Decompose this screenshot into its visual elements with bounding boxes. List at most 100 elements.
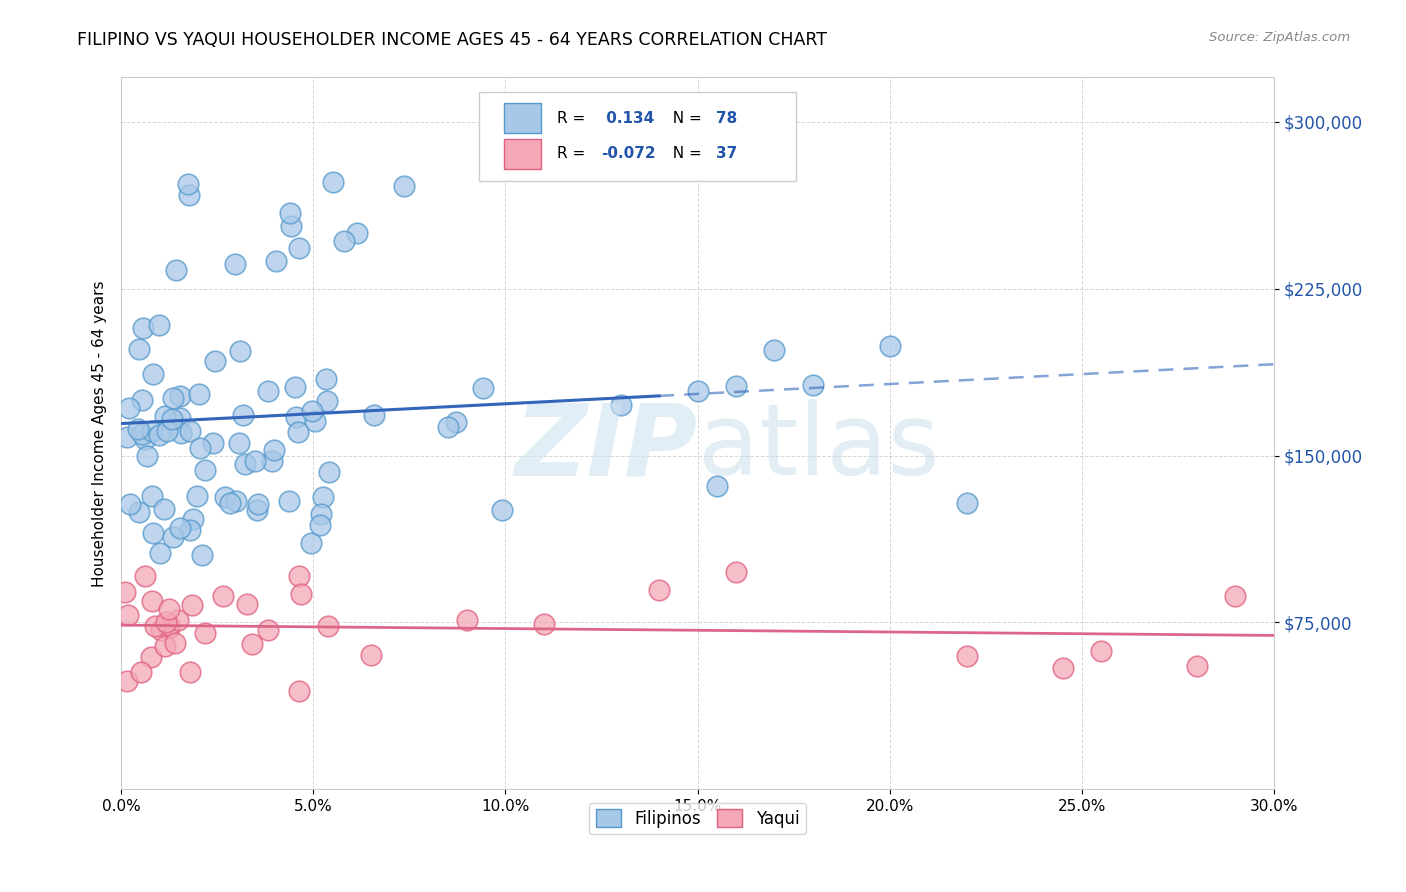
Point: [204, 354, 226, 368]
Point: [179, 424, 201, 438]
Text: R =: R =: [557, 111, 591, 126]
Point: [177, 177, 200, 191]
Point: [155, 615, 177, 629]
Point: [288, 240, 311, 254]
Point: [609, 398, 631, 412]
Point: [263, 442, 285, 457]
Point: [955, 649, 977, 664]
Point: [284, 409, 307, 424]
Point: [763, 343, 786, 357]
Text: Source: ZipAtlas.com: Source: ZipAtlas.com: [1209, 31, 1350, 45]
Text: 37: 37: [716, 146, 737, 161]
Point: [170, 425, 193, 440]
Point: [114, 584, 136, 599]
Point: [165, 262, 187, 277]
Point: [141, 489, 163, 503]
Point: [471, 381, 494, 395]
Point: [225, 493, 247, 508]
Point: [131, 427, 153, 442]
Point: [232, 408, 254, 422]
Point: [156, 424, 179, 438]
Point: [136, 449, 159, 463]
Point: [444, 415, 467, 429]
Point: [219, 496, 242, 510]
Point: [120, 497, 142, 511]
Point: [115, 674, 138, 689]
Point: [280, 219, 302, 234]
Point: [456, 613, 478, 627]
Point: [162, 411, 184, 425]
Point: [150, 623, 173, 637]
Point: [179, 665, 201, 680]
Point: [115, 430, 138, 444]
FancyBboxPatch shape: [503, 138, 541, 169]
Point: [201, 436, 224, 450]
Point: [392, 178, 415, 193]
Point: [142, 525, 165, 540]
Point: [118, 401, 141, 416]
Point: [163, 636, 186, 650]
Point: [1090, 643, 1112, 657]
Point: [346, 226, 368, 240]
Point: [533, 617, 555, 632]
Point: [235, 457, 257, 471]
Point: [129, 665, 152, 680]
Point: [228, 435, 250, 450]
Point: [145, 619, 167, 633]
Point: [141, 649, 163, 664]
Point: [162, 530, 184, 544]
Point: [128, 342, 150, 356]
Point: [955, 496, 977, 510]
Point: [188, 387, 211, 401]
Point: [1225, 589, 1247, 603]
Point: [290, 587, 312, 601]
Text: N =: N =: [664, 146, 707, 161]
Point: [149, 546, 172, 560]
Point: [179, 524, 201, 538]
Text: -0.072: -0.072: [600, 146, 655, 161]
Text: 78: 78: [716, 111, 737, 126]
Text: 0.134: 0.134: [600, 111, 654, 126]
Point: [127, 421, 149, 435]
Point: [437, 419, 460, 434]
Point: [260, 454, 283, 468]
Point: [246, 497, 269, 511]
Point: [245, 453, 267, 467]
Point: [212, 589, 235, 603]
Point: [686, 384, 709, 398]
Point: [315, 372, 337, 386]
Point: [134, 569, 156, 583]
Point: [288, 683, 311, 698]
Point: [194, 625, 217, 640]
Point: [257, 624, 280, 638]
Point: [159, 621, 181, 635]
Point: [246, 503, 269, 517]
Point: [312, 490, 335, 504]
Point: [153, 502, 176, 516]
Point: [148, 428, 170, 442]
Point: [1052, 661, 1074, 675]
Point: [153, 409, 176, 423]
Point: [134, 432, 156, 446]
Point: [155, 639, 177, 653]
Point: [278, 494, 301, 508]
Point: [879, 339, 901, 353]
Point: [142, 367, 165, 381]
Point: [363, 408, 385, 422]
Point: [316, 618, 339, 632]
Legend: Filipinos, Yaqui: Filipinos, Yaqui: [589, 803, 806, 834]
Point: [194, 462, 217, 476]
Point: [235, 597, 257, 611]
Point: [724, 565, 747, 579]
Point: [724, 379, 747, 393]
Point: [181, 598, 204, 612]
Point: [309, 507, 332, 521]
Point: [191, 548, 214, 562]
Point: [706, 479, 728, 493]
Point: [128, 505, 150, 519]
Point: [188, 441, 211, 455]
Point: [179, 188, 201, 202]
Point: [214, 490, 236, 504]
Point: [132, 321, 155, 335]
Point: [1185, 659, 1208, 673]
